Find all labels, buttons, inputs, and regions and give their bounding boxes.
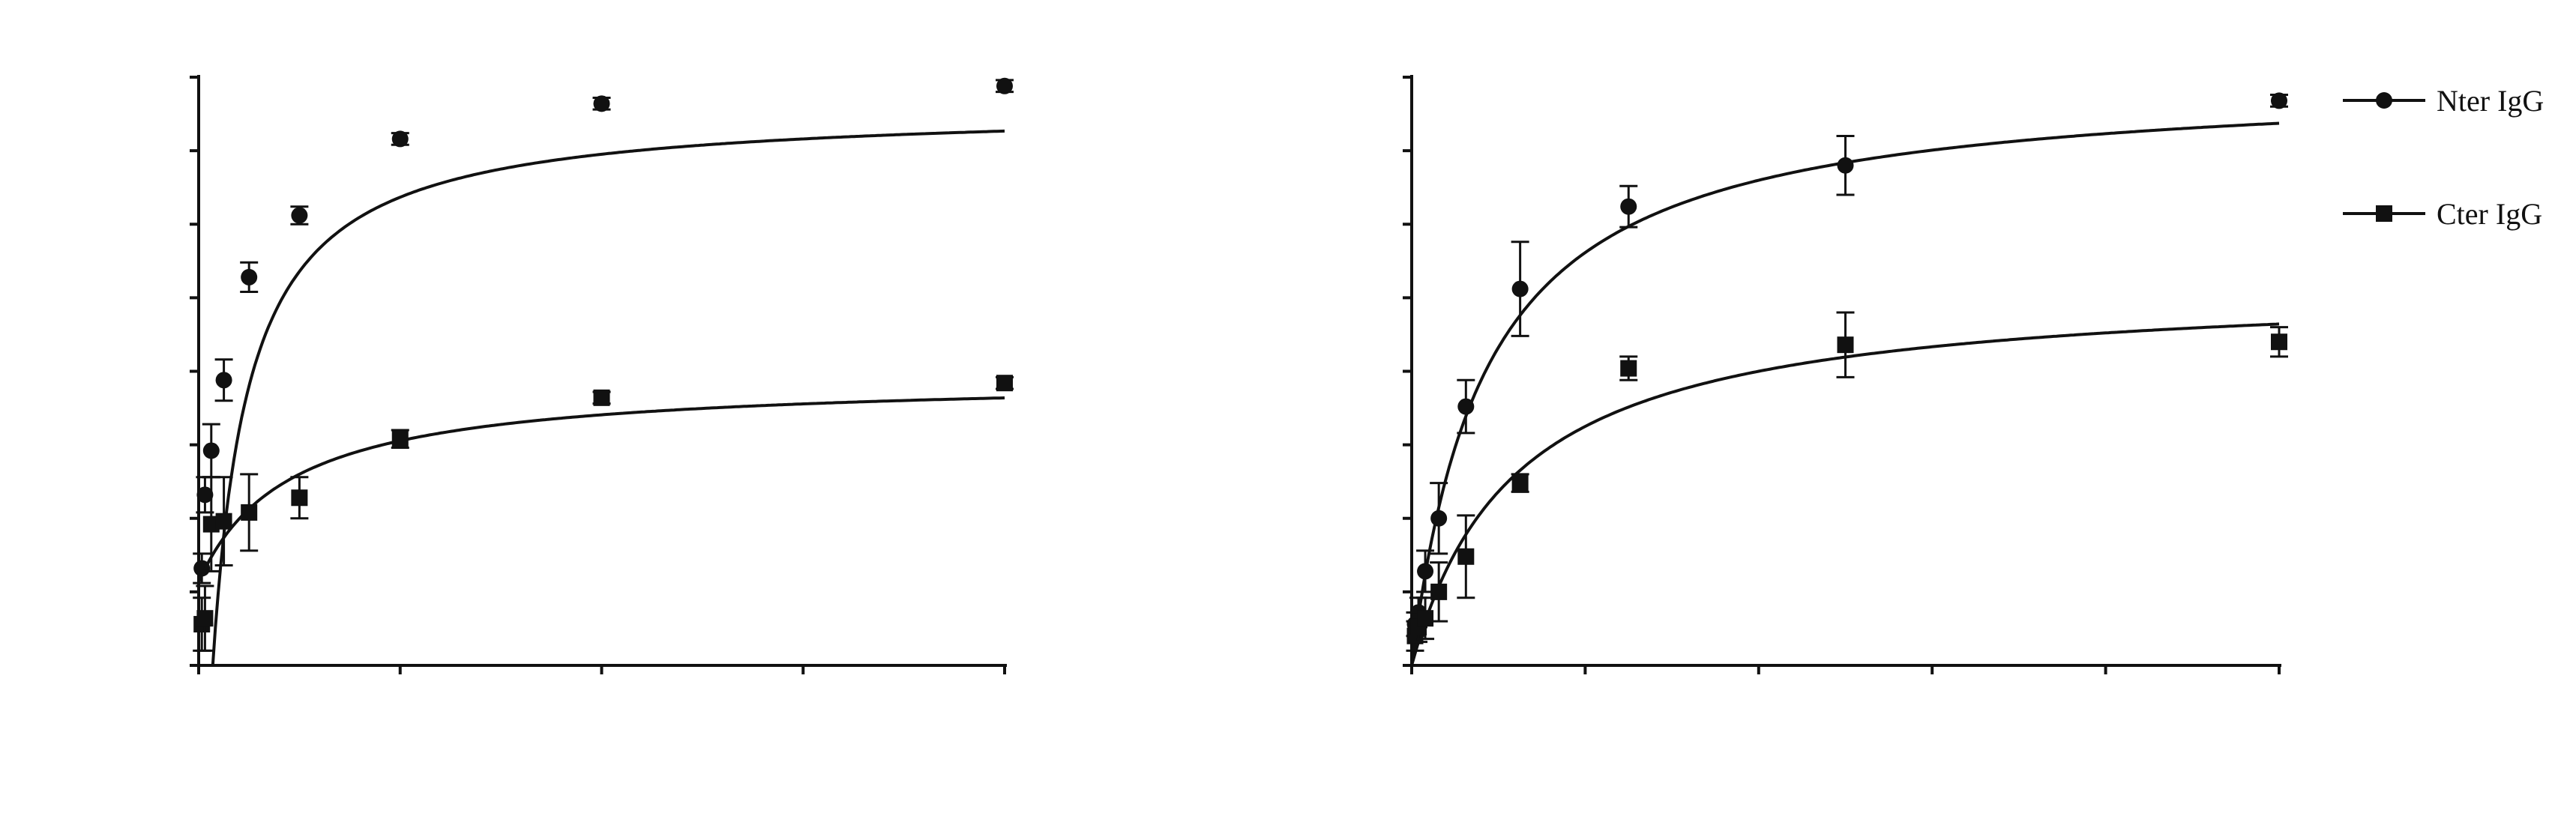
chart-a-nter-point (291, 207, 308, 224)
chart-b-cter-point (1511, 474, 1529, 492)
chart-a-cter-point (996, 375, 1013, 392)
chart-a-cter-point (202, 516, 220, 533)
chart-b-nter-point (1430, 510, 1448, 527)
chart-b-cter-point (1417, 610, 1434, 627)
chart-b-nter-fit-curve (1410, 121, 2280, 666)
chart-a-nter-point (215, 372, 232, 389)
chart-b-cter-point (1837, 336, 1854, 354)
chart-a-cter-fit-curve (197, 396, 1005, 583)
legend: Nter IgG Cter IgG (2343, 84, 2544, 231)
chart-a-cter-point (215, 513, 232, 530)
chart-b-nter-point (1417, 563, 1434, 580)
chart-a-nter-point (391, 130, 409, 148)
chart-b-nter-point (1457, 398, 1475, 415)
chart-b-nter-point (2271, 92, 2287, 109)
legend-cter-label: Cter IgG (2437, 197, 2542, 231)
chart-a-cter-point (241, 504, 258, 521)
chart-b (1403, 75, 2288, 674)
chart-a-nter-point (996, 77, 1013, 94)
chart-a-nter-point (593, 95, 610, 112)
chart-b-nter-point (1620, 198, 1637, 215)
chart-a-cter-point (391, 430, 409, 447)
chart-a (190, 75, 1014, 674)
chart-a-nter-point (196, 486, 214, 504)
legend-cter-square-marker (2376, 205, 2392, 222)
chart-b-nter-point (1511, 280, 1529, 297)
chart-a-cter-point (593, 389, 610, 406)
chart-a-nter-point (202, 442, 220, 459)
chart-b-cter-point (2271, 333, 2287, 351)
chart-a-cter-point (291, 489, 308, 507)
chart-a-nter-fit-curve (211, 129, 1005, 666)
legend-nter-circle-marker (2376, 92, 2392, 109)
chart-b-cter-point (1457, 548, 1475, 565)
chart-b-cter-point (1430, 583, 1448, 600)
chart-b-cter-point (1620, 360, 1637, 377)
chart-a-nter-point (241, 268, 258, 285)
legend-nter-label: Nter IgG (2437, 84, 2544, 118)
chart-a-cter-point (196, 610, 214, 627)
chart-b-nter-point (1837, 157, 1854, 174)
